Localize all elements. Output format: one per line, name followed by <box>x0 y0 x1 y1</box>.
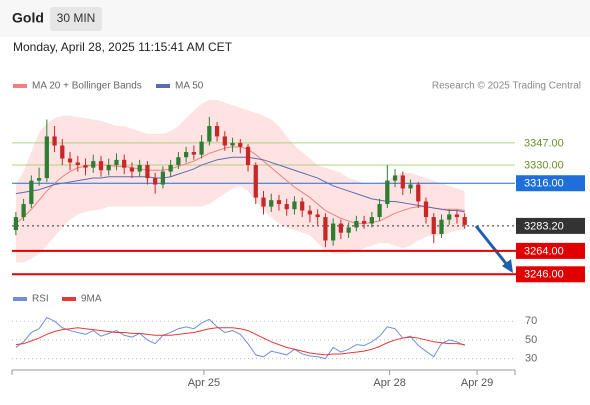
candle-body <box>392 175 398 181</box>
bollinger-band <box>15 100 465 263</box>
candle-body <box>300 201 305 211</box>
candle-body <box>52 136 57 146</box>
candle-body <box>214 126 220 137</box>
candle-body <box>423 201 429 218</box>
ma50-line <box>15 156 465 213</box>
candle-body <box>454 214 460 218</box>
level-label: 3246.00 <box>524 269 564 281</box>
candle-body <box>21 204 26 218</box>
date: Monday, April 28, 2025 11:15:41 AM CET <box>13 40 233 54</box>
x-tick-label: Apr 28 <box>373 377 405 389</box>
candle-body <box>114 159 119 166</box>
legend-label: 9MA <box>81 294 102 305</box>
candle-body <box>36 178 42 181</box>
level-box <box>516 242 585 259</box>
candle-body <box>245 146 251 166</box>
candle-body <box>13 217 18 231</box>
candle-body <box>67 158 73 163</box>
candle-body <box>315 214 320 218</box>
candle-body <box>122 159 127 168</box>
candle-body <box>191 152 196 155</box>
level-box <box>516 175 585 192</box>
candle-body <box>29 180 34 205</box>
level-label: 3347.00 <box>524 137 564 149</box>
candle-body <box>462 217 467 225</box>
legend-label: MA 50 <box>175 81 204 92</box>
legend-label: RSI <box>32 294 49 305</box>
forecast-arrowhead <box>502 259 513 273</box>
timeframe: 30 MIN <box>57 11 96 25</box>
candle-body <box>98 161 104 171</box>
candle-body <box>145 165 150 179</box>
candle-body <box>91 161 96 168</box>
candle-body <box>176 157 181 166</box>
legend-swatch <box>13 297 27 301</box>
chart-title: Gold <box>12 10 44 26</box>
rsi-line <box>15 316 465 360</box>
candle-body <box>400 175 405 189</box>
candle-body <box>269 200 274 207</box>
candle-body <box>153 178 158 185</box>
forecast-arrow <box>474 225 510 267</box>
x-tick-label: Apr 25 <box>188 377 220 389</box>
candle-body <box>75 162 80 166</box>
candle-body <box>207 126 212 142</box>
candle-body <box>238 142 243 147</box>
candle-body <box>183 152 189 158</box>
candle-body <box>222 136 227 146</box>
level-label: 3283.20 <box>524 220 564 232</box>
candle-body <box>129 167 135 172</box>
candle-body <box>253 165 258 198</box>
candle-body <box>361 220 367 224</box>
candle-body <box>230 142 235 146</box>
candle-body <box>377 204 382 218</box>
rsi-line <box>15 327 465 356</box>
candle-body <box>106 165 111 171</box>
candle-body <box>439 219 444 234</box>
candle-body <box>431 217 436 234</box>
candle-body <box>338 223 344 233</box>
level-label: 3330.00 <box>524 159 564 171</box>
level-box <box>516 217 585 234</box>
rsi-tick-label: 30 <box>525 353 537 365</box>
level-label: 3264.00 <box>524 245 564 257</box>
rsi-tick-label: 50 <box>525 334 537 346</box>
candle-body <box>276 200 282 205</box>
candle-body <box>60 145 65 159</box>
x-tick-label: Apr 29 <box>461 377 493 389</box>
timeframe-badge <box>50 7 102 31</box>
level-box <box>516 266 585 283</box>
candle-body <box>447 214 452 220</box>
candle-body <box>369 217 374 224</box>
candle-body <box>354 220 359 228</box>
rsi-tick-label: 70 <box>525 315 537 327</box>
candle-body <box>83 165 88 168</box>
candle-body <box>323 217 328 241</box>
candle-body <box>331 223 336 241</box>
candle-body <box>408 184 413 189</box>
candle-body <box>292 201 297 210</box>
candle-body <box>160 171 166 185</box>
legend-swatch <box>13 84 27 88</box>
candle-body <box>416 184 421 202</box>
candle-body <box>261 197 266 207</box>
level-label: 3316.00 <box>524 178 564 190</box>
candle-body <box>44 136 49 179</box>
legend-swatch <box>156 84 170 88</box>
legend-swatch <box>62 297 76 301</box>
candle-body <box>284 204 289 210</box>
candle-body <box>199 141 204 155</box>
candle-body <box>346 227 351 233</box>
candle-body <box>168 165 173 172</box>
candle-body <box>307 210 313 215</box>
credit: Research © 2025 Trading Central <box>432 81 581 92</box>
candle-body <box>137 165 142 172</box>
candle-body <box>385 180 390 205</box>
legend-label: MA 20 + Bollinger Bands <box>32 81 142 92</box>
